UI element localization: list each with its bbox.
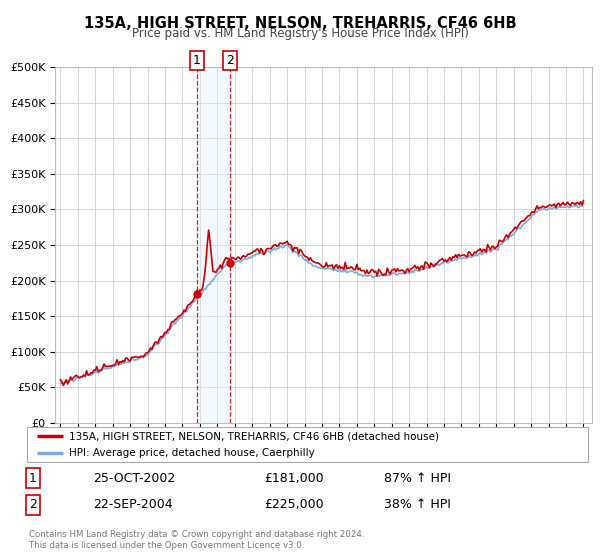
Text: 87% ↑ HPI: 87% ↑ HPI [384,472,451,485]
Text: £181,000: £181,000 [264,472,323,485]
Text: £225,000: £225,000 [264,498,323,511]
Text: 22-SEP-2004: 22-SEP-2004 [93,498,173,511]
Text: HPI: Average price, detached house, Caerphilly: HPI: Average price, detached house, Caer… [69,448,315,458]
Text: Contains HM Land Registry data © Crown copyright and database right 2024.: Contains HM Land Registry data © Crown c… [29,530,364,539]
FancyBboxPatch shape [27,427,588,462]
Text: 38% ↑ HPI: 38% ↑ HPI [384,498,451,511]
Text: 135A, HIGH STREET, NELSON, TREHARRIS, CF46 6HB: 135A, HIGH STREET, NELSON, TREHARRIS, CF… [83,16,517,31]
Text: This data is licensed under the Open Government Licence v3.0.: This data is licensed under the Open Gov… [29,541,304,550]
Text: 1: 1 [193,54,200,67]
Text: 135A, HIGH STREET, NELSON, TREHARRIS, CF46 6HB (detached house): 135A, HIGH STREET, NELSON, TREHARRIS, CF… [69,431,439,441]
Text: Price paid vs. HM Land Registry's House Price Index (HPI): Price paid vs. HM Land Registry's House … [131,27,469,40]
Text: 1: 1 [29,472,37,485]
Bar [197,67,230,423]
Text: 2: 2 [29,498,37,511]
Text: 2: 2 [226,54,234,67]
Text: 25-OCT-2002: 25-OCT-2002 [93,472,175,485]
